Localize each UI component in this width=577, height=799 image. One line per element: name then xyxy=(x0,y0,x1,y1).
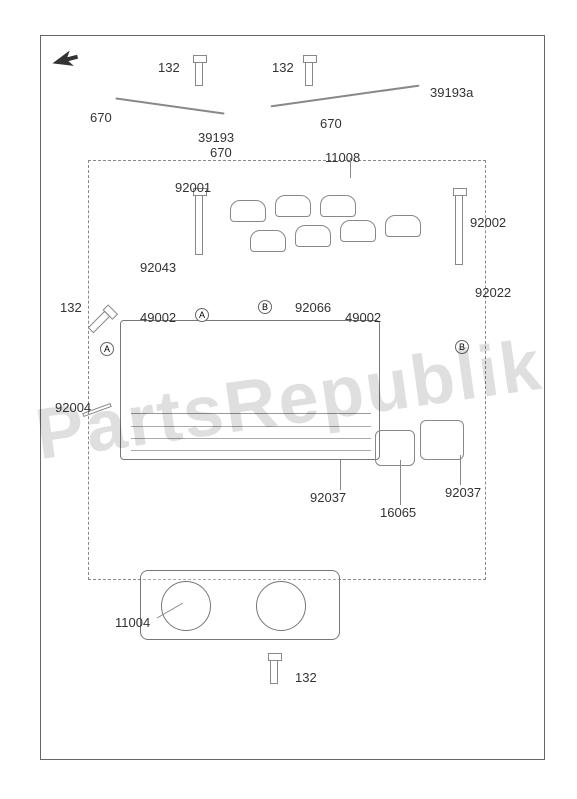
cap-6 xyxy=(340,220,376,242)
bolt-92002 xyxy=(455,195,463,265)
label-92037-1: 92037 xyxy=(310,490,346,505)
cap-3 xyxy=(320,195,356,217)
marker-b2-text: B xyxy=(459,342,465,352)
label-92043: 92043 xyxy=(140,260,176,275)
marker-a: A xyxy=(195,308,209,322)
arrow-indicator xyxy=(50,50,80,75)
label-670-2: 670 xyxy=(320,116,342,131)
marker-a2: A xyxy=(100,342,114,356)
label-92022: 92022 xyxy=(475,285,511,300)
cylinder-head xyxy=(120,320,380,460)
label-11004: 11004 xyxy=(115,615,150,630)
leader-1 xyxy=(350,158,351,178)
marker-b2: B xyxy=(455,340,469,354)
label-92066: 92066 xyxy=(295,300,331,315)
holder-1 xyxy=(375,430,415,466)
marker-a2-text: A xyxy=(104,344,110,354)
bolt-92001 xyxy=(195,195,203,255)
label-92001: 92001 xyxy=(175,180,211,195)
holder-2 xyxy=(420,420,464,460)
label-49002-1: 49002 xyxy=(140,310,176,325)
marker-b1: B xyxy=(258,300,272,314)
label-670-3: 670 xyxy=(210,145,232,160)
label-92004: 92004 xyxy=(55,400,91,415)
label-16065: 16065 xyxy=(380,505,416,520)
marker-a-text: A xyxy=(199,310,205,320)
label-49002-2: 49002 xyxy=(345,310,381,325)
label-132-4: 132 xyxy=(295,670,317,685)
bolt-132-2 xyxy=(305,62,313,86)
label-132-2: 132 xyxy=(272,60,294,75)
label-92037-2: 92037 xyxy=(445,485,481,500)
label-92002: 92002 xyxy=(470,215,506,230)
marker-b1-text: B xyxy=(262,302,268,312)
head-gasket xyxy=(140,570,340,640)
cap-1 xyxy=(230,200,266,222)
leader-4 xyxy=(460,455,461,485)
label-39193a: 39193a xyxy=(430,85,473,100)
cap-7 xyxy=(385,215,421,237)
leader-2 xyxy=(340,460,341,490)
label-39193: 39193 xyxy=(198,130,234,145)
leader-3 xyxy=(400,460,401,505)
label-670-1: 670 xyxy=(90,110,112,125)
label-11008: 11008 xyxy=(325,150,360,165)
bolt-132-4 xyxy=(270,660,278,684)
cap-4 xyxy=(250,230,286,252)
label-132-3: 132 xyxy=(60,300,82,315)
cap-2 xyxy=(275,195,311,217)
cap-5 xyxy=(295,225,331,247)
label-132-1: 132 xyxy=(158,60,180,75)
bolt-132-1 xyxy=(195,62,203,86)
